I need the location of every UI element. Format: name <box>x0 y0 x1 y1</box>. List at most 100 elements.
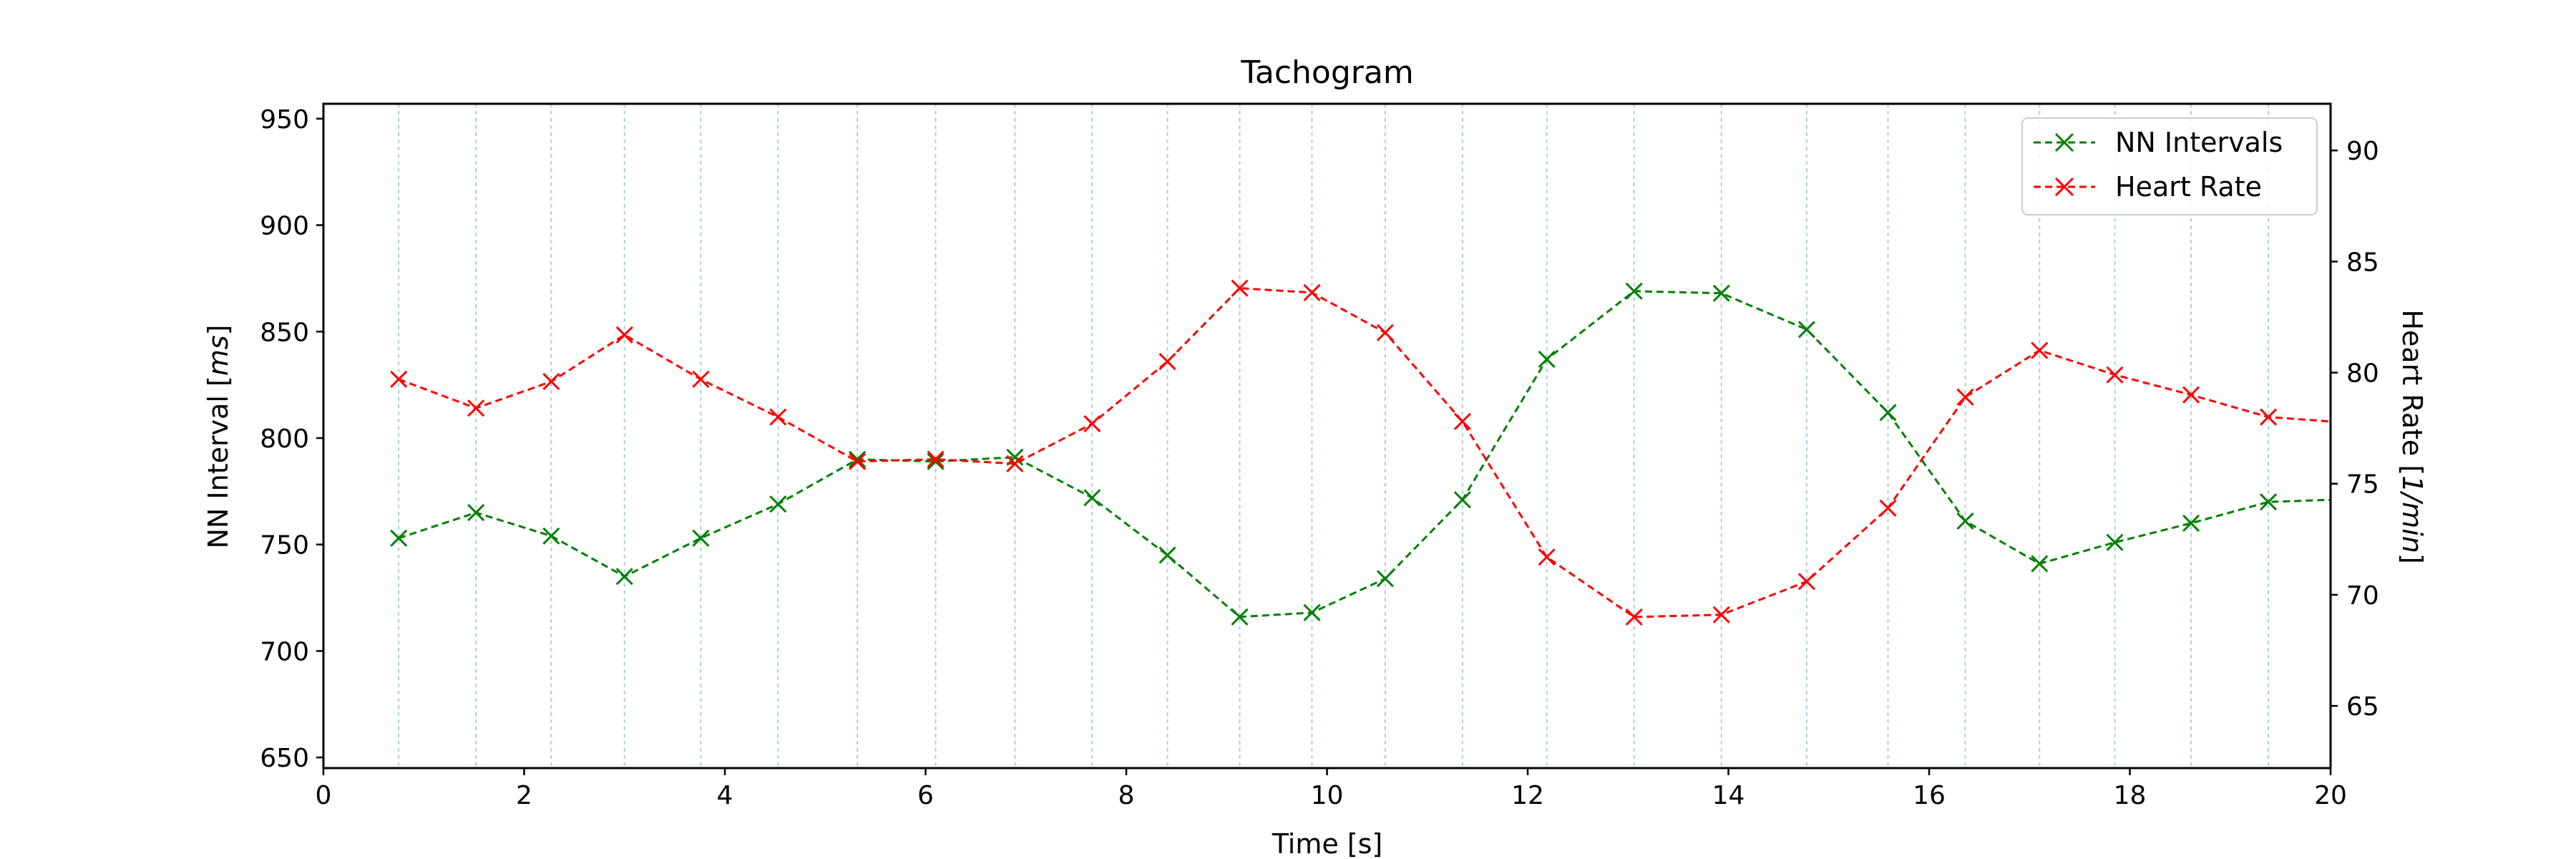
data-point-nn-intervals <box>927 452 945 470</box>
x-axis-ticks: 0 2 4 6 8 10 12 14 16 18 20 <box>316 768 2347 810</box>
left-y-tick-label: 800 <box>260 424 309 454</box>
legend-entry-nn-intervals: NN Intervals <box>2034 127 2283 158</box>
data-point-heart-rate <box>2259 408 2278 426</box>
data-point-heart-rate <box>2031 341 2049 359</box>
left-y-axis-label-suffix: ] <box>203 324 234 335</box>
left-y-tick-label: 750 <box>260 531 309 560</box>
data-point-nn-intervals <box>2031 555 2049 573</box>
data-point-heart-rate <box>2182 386 2200 404</box>
right-y-tick-label: 70 <box>2346 581 2379 611</box>
data-point-heart-rate <box>849 452 867 470</box>
data-point-nn-intervals <box>1083 489 1101 507</box>
x-tick-label: 12 <box>1511 781 1544 810</box>
data-point-heart-rate <box>542 372 560 391</box>
right-y-axis-label-suffix: ] <box>2396 553 2428 564</box>
left-y-axis-label-prefix: NN Interval [ <box>203 376 234 548</box>
data-point-heart-rate <box>1538 548 1556 566</box>
legend-label-nn-intervals: NN Intervals <box>2115 127 2283 158</box>
data-point-nn-intervals <box>1303 603 1321 621</box>
right-y-axis-ticks: 65 70 75 80 85 90 <box>2331 137 2379 722</box>
x-tick-label: 0 <box>316 781 332 810</box>
data-point-heart-rate <box>1006 455 1024 472</box>
data-point-nn-intervals <box>1538 350 1556 368</box>
x-tick-label: 4 <box>717 781 733 810</box>
data-point-nn-intervals <box>1231 608 1249 626</box>
data-point-heart-rate <box>1158 352 1176 371</box>
data-point-heart-rate <box>2106 366 2124 384</box>
left-y-tick-label: 850 <box>260 318 309 347</box>
left-y-axis-label-unit: ms <box>203 335 234 376</box>
series-line-heart-rate <box>398 287 2331 618</box>
data-point-heart-rate <box>467 399 485 417</box>
x-tick-label: 18 <box>2114 781 2147 810</box>
data-point-heart-rate <box>1453 412 1471 430</box>
data-point-nn-intervals <box>1453 491 1471 509</box>
series-layer <box>390 279 2331 626</box>
left-y-tick-label: 900 <box>260 212 309 241</box>
right-y-tick-label: 80 <box>2346 359 2379 389</box>
left-y-axis-label: NN Interval [ms] <box>203 324 234 548</box>
series-heart-rate <box>390 279 2331 626</box>
data-point-heart-rate <box>1712 606 1730 623</box>
legend-entry-heart-rate: Heart Rate <box>2034 171 2262 203</box>
right-y-axis-label-prefix: Heart Rate [ <box>2396 309 2428 475</box>
data-point-heart-rate <box>1376 324 1394 341</box>
x-tick-label: 16 <box>1913 781 1946 810</box>
legend-label-heart-rate: Heart Rate <box>2115 171 2262 203</box>
series-nn-intervals <box>390 282 2331 626</box>
chart-title: Tachogram <box>1240 54 1413 91</box>
x-tick-label: 2 <box>516 781 532 810</box>
data-point-nn-intervals <box>2106 533 2124 551</box>
legend-marker-nn-intervals <box>2054 132 2074 152</box>
data-point-heart-rate <box>769 408 787 426</box>
right-y-tick-label: 90 <box>2346 137 2379 166</box>
x-tick-label: 8 <box>1118 781 1135 810</box>
x-axis-label: Time [s] <box>1272 828 1383 859</box>
data-point-heart-rate <box>927 450 945 468</box>
data-point-heart-rate <box>1625 608 1643 626</box>
data-point-nn-intervals <box>2182 514 2200 533</box>
data-point-heart-rate <box>692 370 710 388</box>
legend-box <box>2021 117 2318 215</box>
data-point-nn-intervals <box>615 568 633 586</box>
data-point-nn-intervals <box>692 529 710 547</box>
data-point-nn-intervals <box>1158 546 1176 564</box>
right-y-tick-label: 75 <box>2346 470 2379 500</box>
vertical-gridlines <box>398 104 2270 768</box>
data-point-heart-rate <box>390 370 408 388</box>
series-line-nn-intervals <box>398 290 2331 618</box>
legend-marker-heart-rate <box>2054 177 2074 197</box>
data-point-nn-intervals <box>1712 284 1730 302</box>
x-tick-label: 14 <box>1712 781 1745 810</box>
x-tick-label: 20 <box>2314 781 2347 810</box>
right-y-axis-label-unit: 1/min <box>2396 475 2428 553</box>
data-point-nn-intervals <box>467 504 485 522</box>
left-y-axis-ticks: 650 700 750 800 850 900 950 <box>260 105 323 773</box>
data-point-nn-intervals <box>769 495 787 513</box>
data-point-heart-rate <box>1083 414 1101 432</box>
legend: NN Intervals Heart Rate <box>2021 117 2318 215</box>
data-point-nn-intervals <box>2259 493 2278 511</box>
left-y-tick-label: 950 <box>260 105 309 135</box>
x-tick-label: 6 <box>917 781 934 810</box>
data-point-nn-intervals <box>1625 282 1643 300</box>
data-point-nn-intervals <box>390 529 408 547</box>
plot-area <box>322 102 2332 770</box>
data-point-heart-rate <box>1797 573 1815 591</box>
data-point-nn-intervals <box>849 450 867 468</box>
right-y-tick-label: 85 <box>2346 248 2379 277</box>
left-y-tick-label: 650 <box>260 744 309 773</box>
data-point-nn-intervals <box>1797 321 1815 339</box>
right-y-tick-label: 65 <box>2346 692 2379 722</box>
data-point-heart-rate <box>1303 283 1321 301</box>
data-point-nn-intervals <box>542 527 560 545</box>
data-point-heart-rate <box>1956 388 1974 406</box>
data-point-heart-rate <box>1231 279 1249 297</box>
data-point-nn-intervals <box>1376 570 1394 588</box>
data-point-heart-rate <box>1879 499 1897 517</box>
x-tick-label: 10 <box>1311 781 1344 810</box>
right-y-axis-label: Heart Rate [1/min] <box>2396 309 2428 563</box>
data-point-nn-intervals <box>1956 512 1974 530</box>
left-y-tick-label: 700 <box>260 637 309 666</box>
data-point-nn-intervals <box>1879 404 1897 422</box>
